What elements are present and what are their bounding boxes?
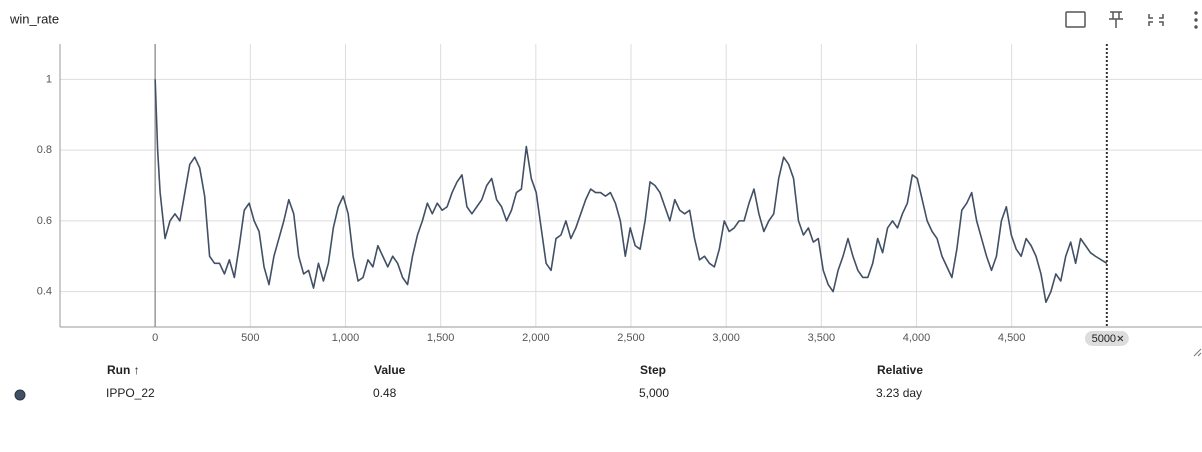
x-tick-label: 3,500 [808,332,836,344]
table-cell: 5,000 [639,386,669,400]
y-tick-label: 0.4 [37,286,52,298]
cursor-label: 5000 [1092,333,1116,345]
chart-title: win_rate [9,11,59,26]
x-tick-label: 2,500 [617,332,645,344]
series-line [154,79,1108,304]
menu-icon[interactable] [1194,11,1198,29]
table-cell: 3.23 day [876,386,922,400]
resize-handle [1193,348,1202,357]
y-tick-label: 0.6 [37,215,52,227]
fit-icon[interactable] [1065,11,1086,28]
table: Run ↑ Value Step Relative IPPO_22 0.48 5,000 3.… [106,363,923,400]
cursor-close [1117,335,1124,342]
legend-dot [14,389,26,401]
collapse-icon[interactable] [1148,14,1164,26]
x-tick-label: 500 [241,332,259,344]
x-tick-label: 1,000 [332,332,360,344]
y-tick-label: 0.8 [37,144,52,156]
x-tick-label: 4,500 [998,332,1026,344]
column-header: Run ↑ [107,363,140,377]
x-tick-label: 3,000 [712,332,740,344]
table-cell: IPPO_22 [106,386,155,400]
x-tick-label: 1,500 [427,332,455,344]
column-header: Relative [877,363,923,377]
toolbar [1065,11,1198,29]
x-tick-label: 0 [152,332,158,344]
x-tick-label: 4,000 [903,332,931,344]
plot-area: 0.4 0.6 0.8 1 0 500 1,000 1,500 2,000 2,500 3,000 3… [37,44,1202,357]
cursor-badge [1084,331,1129,346]
pin-icon[interactable] [1109,11,1123,28]
x-tick-label: 2,000 [522,332,550,344]
column-header: Step [640,363,666,377]
column-header: Value [374,363,406,377]
y-tick-label: 1 [46,73,52,85]
table-cell: 0.48 [373,386,397,400]
